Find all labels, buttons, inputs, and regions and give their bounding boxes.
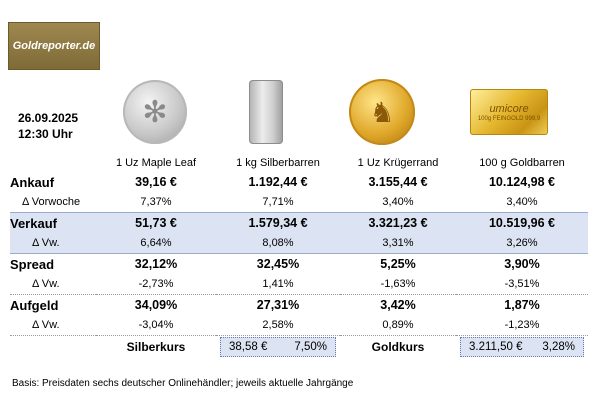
gold-bar-text: 100g FEINGOLD 999,9 <box>477 115 541 122</box>
spread-row: Spread 32,12% 32,45% 5,25% 3,90% <box>10 254 588 275</box>
table-cell: 32,12% <box>134 257 178 271</box>
price-table: 1 Uz Maple Leaf 1 kg Silberbarren 1 Uz K… <box>10 154 588 358</box>
time-label: 12:30 Uhr <box>18 127 73 141</box>
silberkurs-change: 7,50% <box>294 341 327 353</box>
verkauf-delta-row: Δ Vw. 6,64% 8,08% 3,31% 3,26% <box>10 233 588 254</box>
silberkurs-label: Silberkurs <box>126 340 186 354</box>
maple-leaf-coin-icon: ✻ <box>123 80 187 144</box>
product-name: 100 g Goldbarren <box>479 157 565 169</box>
table-cell: 5,25% <box>380 257 416 271</box>
silver-bar-image <box>206 72 326 152</box>
table-cell: -3,04% <box>96 315 216 336</box>
logo-text: Goldreporter.de <box>12 40 96 52</box>
silberkurs-price: 38,58 € <box>229 341 268 353</box>
kruegerrand-image: ♞ <box>322 72 442 152</box>
ankauf-delta-row: Δ Vorwoche 7,37% 7,71% 3,40% 3,40% <box>10 192 588 213</box>
row-label: Verkauf <box>10 212 96 233</box>
table-cell: 32,45% <box>256 257 300 271</box>
table-cell: 1.579,34 € <box>216 212 340 233</box>
maple-leaf-image: ✻ <box>95 72 215 152</box>
silver-bar-icon <box>249 80 283 144</box>
table-cell: 0,89% <box>340 315 456 336</box>
table-cell: 34,09% <box>134 298 178 312</box>
table-cell: -2,73% <box>96 274 216 295</box>
table-cell: 1,87% <box>504 298 540 312</box>
table-cell: 3,40% <box>382 196 414 208</box>
table-cell: 7,37% <box>140 196 172 208</box>
silberkurs-box: 38,58 € 7,50% <box>220 337 336 357</box>
table-cell: 27,31% <box>256 298 300 312</box>
product-name: 1 kg Silberbarren <box>236 157 320 169</box>
date-label: 26.09.2025 <box>18 111 79 125</box>
footnote: Basis: Preisdaten sechs deutscher Online… <box>12 378 354 389</box>
goldkurs-cell: 3.211,50 € 3,28% <box>456 336 588 359</box>
row-label: Δ Vw. <box>10 274 96 295</box>
table-cell: 3.321,23 € <box>340 212 456 233</box>
row-label: Spread <box>10 256 55 272</box>
product-name: 1 Uz Krügerrand <box>357 157 439 169</box>
table-cell: -1,63% <box>340 274 456 295</box>
goldkurs-box: 3.211,50 € 3,28% <box>460 337 584 357</box>
row-label: Aufgeld <box>10 297 59 313</box>
kurs-row: Silberkurs 38,58 € 7,50% Goldkurs 3.211,… <box>10 336 588 359</box>
verkauf-row: Verkauf 51,73 € 1.579,34 € 3.321,23 € 10… <box>10 212 588 233</box>
table-cell: 3,40% <box>506 196 538 208</box>
product-header-row: 1 Uz Maple Leaf 1 kg Silberbarren 1 Uz K… <box>10 154 588 172</box>
table-cell: 3,90% <box>504 257 540 271</box>
table-cell: -3,51% <box>456 274 588 295</box>
aufgeld-row: Aufgeld 34,09% 27,31% 3,42% 1,87% <box>10 295 588 316</box>
row-label: Δ Vw. <box>10 315 96 336</box>
row-label: Ankauf <box>10 174 55 190</box>
goldreporter-logo: Goldreporter.de <box>8 22 100 70</box>
table-cell: 39,16 € <box>135 175 177 189</box>
date-time: 26.09.2025 12:30 Uhr <box>18 110 78 142</box>
spread-delta-row: Δ Vw. -2,73% 1,41% -1,63% -3,51% <box>10 274 588 295</box>
goldkurs-price: 3.211,50 € <box>469 341 523 353</box>
ankauf-row: Ankauf 39,16 € 1.192,44 € 3.155,44 € 10.… <box>10 172 588 192</box>
table-cell: 2,58% <box>216 315 340 336</box>
table-cell: 3.155,44 € <box>368 175 428 189</box>
table-cell: 1,41% <box>216 274 340 295</box>
table-cell: 1.192,44 € <box>248 175 308 189</box>
aufgeld-delta-row: Δ Vw. -3,04% 2,58% 0,89% -1,23% <box>10 315 588 336</box>
row-label: Δ Vorwoche <box>22 196 81 208</box>
table-cell: 7,71% <box>262 196 294 208</box>
table-cell: 6,64% <box>96 233 216 254</box>
gold-bar-image: umicore 100g FEINGOLD 999,9 <box>449 72 569 152</box>
gold-bar-icon: umicore 100g FEINGOLD 999,9 <box>470 89 548 135</box>
table-cell: 10.124,98 € <box>488 175 556 189</box>
kruegerrand-coin-icon: ♞ <box>349 79 415 145</box>
goldkurs-label: Goldkurs <box>371 340 425 354</box>
table-cell: 51,73 € <box>96 212 216 233</box>
table-cell: 3,42% <box>380 298 416 312</box>
gold-bar-brand: umicore <box>489 102 529 115</box>
table-cell: 3,26% <box>456 233 588 254</box>
table-cell: 10.519,96 € <box>456 212 588 233</box>
goldkurs-change: 3,28% <box>542 341 575 353</box>
table-cell: 8,08% <box>216 233 340 254</box>
row-label: Δ Vw. <box>10 233 96 254</box>
product-name: 1 Uz Maple Leaf <box>115 157 197 169</box>
product-images: ✻ ♞ umicore 100g FEINGOLD 999,9 <box>0 72 598 152</box>
table-cell: -1,23% <box>456 315 588 336</box>
silberkurs-cell: 38,58 € 7,50% <box>216 336 340 359</box>
table-cell: 3,31% <box>340 233 456 254</box>
